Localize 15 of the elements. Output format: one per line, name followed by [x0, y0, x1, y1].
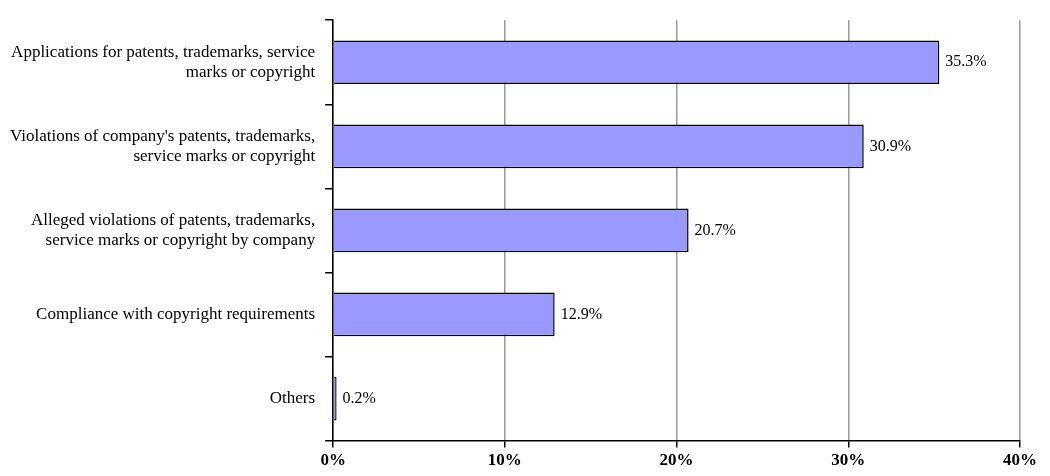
data-label: 0.2%: [342, 388, 376, 406]
x-tick-label: 0%: [320, 450, 346, 470]
x-tick-label: 10%: [487, 450, 522, 470]
y-tick-label: Violations of company's patents, trademarks, service marks or copyright: [10, 125, 316, 165]
y-tick-label: Others: [269, 388, 316, 408]
data-label: 20.7%: [694, 220, 736, 238]
x-tick-label: 20%: [659, 450, 694, 470]
data-label: 30.9%: [869, 136, 912, 154]
x-tick-label: 40%: [1003, 450, 1037, 470]
x-tick-label: 30%: [831, 450, 866, 470]
data-label: 12.9%: [560, 304, 602, 322]
y-tick-label: Applications for patents, trademarks, service marks or copyright: [11, 41, 316, 81]
data-label: 35.3%: [945, 52, 987, 70]
y-tick-label: Compliance with copyright requirements: [36, 303, 316, 323]
y-tick-label: Alleged violations of patents, trademarks, service marks or copyright by company: [30, 209, 316, 250]
